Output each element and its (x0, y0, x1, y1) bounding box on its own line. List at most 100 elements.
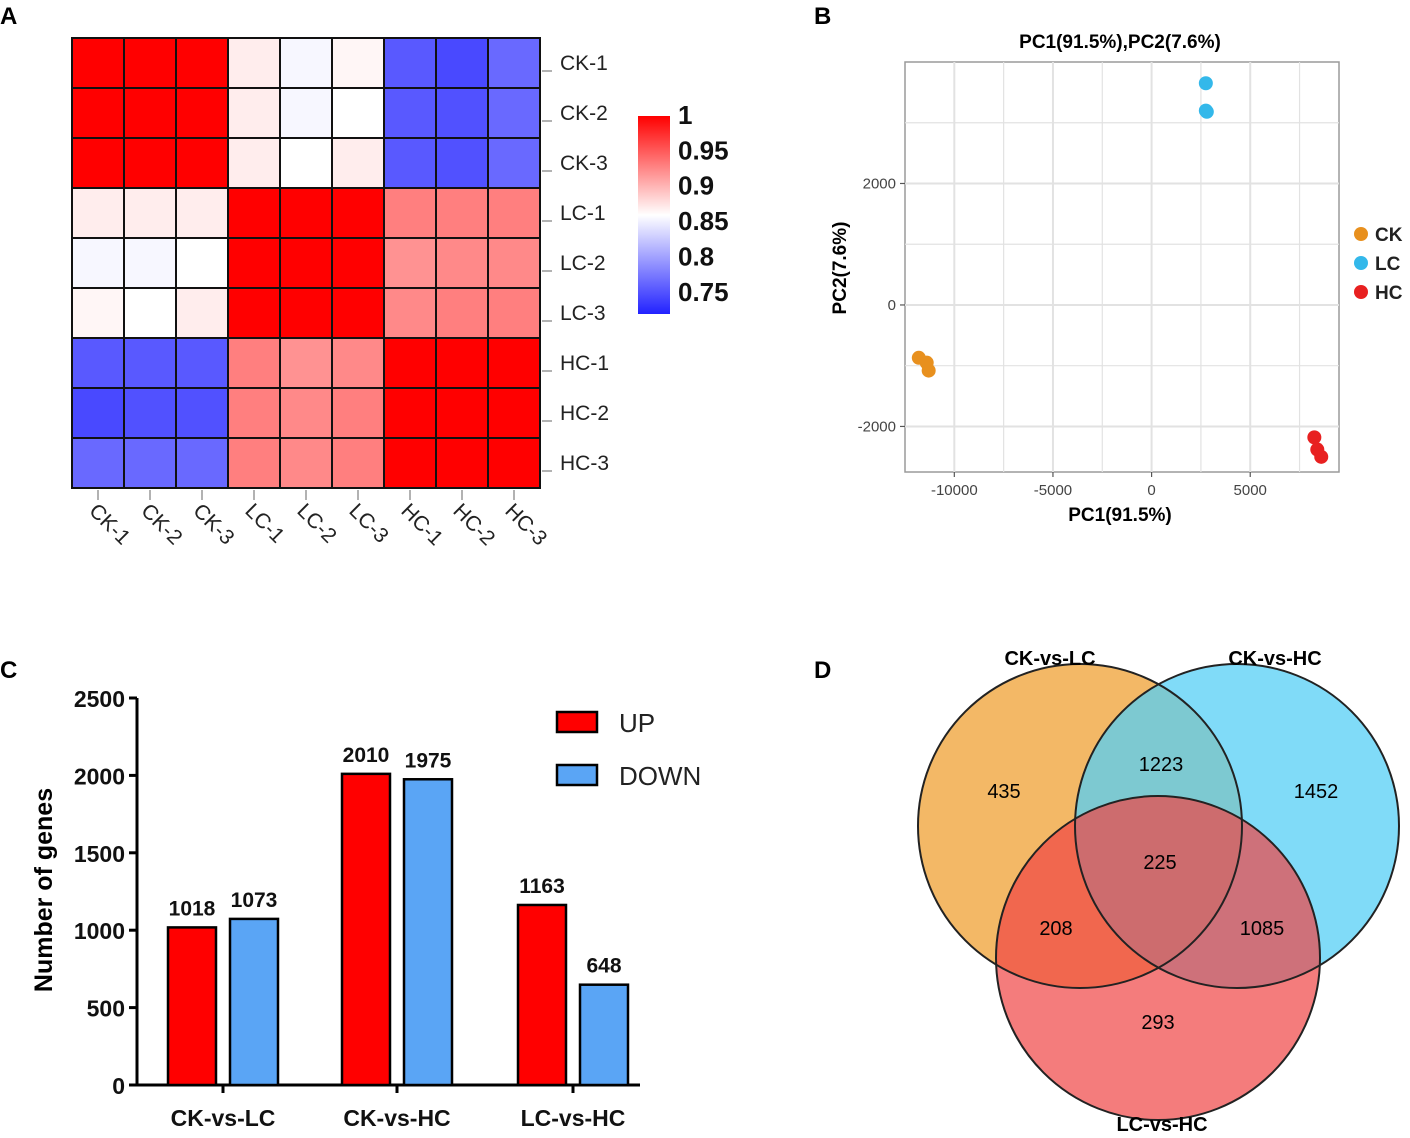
heatmap-cell (71, 87, 125, 139)
pca-point-ck (921, 363, 936, 378)
heatmap-row-label: HC-1 (560, 352, 609, 375)
heatmap-cell (331, 137, 385, 189)
venn-region-ck-lc-and-lc-hc: 208 (1039, 918, 1072, 940)
heatmap-col-label: HC-1 (396, 499, 447, 550)
colorbar-tick-label: 0.95 (678, 135, 729, 165)
heatmap-cell (227, 237, 281, 289)
bar-category-label: CK-vs-LC (171, 1105, 276, 1131)
heatmap-col-label: HC-2 (448, 499, 499, 550)
venn-diagram: CK-vs-LC CK-vs-HC LC-vs-HC 435 1452 293 … (917, 648, 1400, 1136)
pca-scatter-plot: PC1(91.5%),PC2(7.6%) -10000 -5000 0 5000 -20… (830, 32, 1403, 526)
pca-point-hc (1314, 449, 1329, 464)
heatmap-cell (331, 437, 385, 489)
venn-region-all-three: 225 (1143, 852, 1176, 874)
bar-legend-swatch-down (555, 763, 599, 787)
heatmap-cell (123, 437, 177, 489)
bar-down (402, 778, 454, 1087)
heatmap-row-label: LC-1 (560, 202, 606, 225)
heatmap-cell (71, 337, 125, 389)
heatmap-cell (435, 137, 489, 189)
heatmap-cell (123, 287, 177, 339)
bar-y-tick-label: 0 (112, 1073, 125, 1099)
bar-y-tick-label: 1500 (74, 841, 125, 867)
heatmap-col-label: CK-2 (136, 499, 186, 549)
bar-data-label: 1975 (405, 749, 452, 772)
heatmap-row-label: LC-2 (560, 252, 606, 275)
heatmap-cell (227, 137, 281, 189)
colorbar (638, 116, 670, 314)
heatmap-cell (435, 337, 489, 389)
heatmap-cell (175, 337, 229, 389)
venn-set-label-ck-vs-hc: CK-vs-HC (1228, 648, 1321, 670)
heatmap-cell (175, 187, 229, 239)
venn-outline-ck-vs-lc (917, 663, 1243, 989)
pca-legend-marker-hc (1354, 285, 1368, 299)
bar-y-tick-label: 1000 (74, 918, 125, 944)
venn-region-ck-lc-and-ck-hc: 1223 (1139, 754, 1184, 776)
heatmap-cell (279, 87, 333, 139)
pca-point-lc (1198, 76, 1213, 91)
pca-point-lc (1199, 104, 1214, 119)
heatmap-cell (279, 37, 333, 89)
bar-y-tick-label: 2000 (74, 763, 125, 789)
heatmap-col-label: LC-1 (240, 499, 288, 547)
pca-x-tick-label: 0 (1147, 482, 1155, 499)
venn-outline-lc-vs-hc (995, 795, 1321, 1121)
heatmap-cell (487, 337, 541, 389)
colorbar-tick-label: 0.8 (678, 241, 714, 271)
heatmap-cell (331, 37, 385, 89)
heatmap-cell (175, 37, 229, 89)
heatmap-cell (331, 287, 385, 339)
bar-up (340, 772, 392, 1087)
heatmap-col-label: CK-1 (84, 499, 134, 549)
venn-set-label-ck-vs-lc: CK-vs-LC (1004, 648, 1095, 670)
panel-letter-b: B (814, 3, 831, 30)
heatmap-cell (487, 287, 541, 339)
heatmap-cell (175, 87, 229, 139)
heatmap-cell (175, 137, 229, 189)
heatmap-cell (175, 437, 229, 489)
heatmap-cell (279, 237, 333, 289)
bar-y-label: Number of genes (30, 788, 58, 992)
venn-outline-ck-vs-hc (1074, 663, 1400, 989)
heatmap-cell (487, 137, 541, 189)
heatmap-cell (227, 387, 281, 439)
pca-y-label: PC2(7.6%) (830, 222, 851, 315)
heatmap-cell (227, 437, 281, 489)
pca-y-tick-label: -2000 (858, 418, 896, 435)
heatmap-cell (435, 187, 489, 239)
heatmap-cell (71, 287, 125, 339)
venn-region-ck-hc-and-lc-hc: 1085 (1240, 918, 1285, 940)
pca-x-tick-label: 5000 (1234, 482, 1267, 499)
colorbar-tick-label: 0.75 (678, 277, 729, 307)
heatmap-col-label: HC-3 (500, 499, 551, 550)
heatmap-cell (227, 37, 281, 89)
heatmap-cell (487, 387, 541, 439)
colorbar-tick-label: 0.9 (678, 171, 714, 201)
heatmap-cell (279, 287, 333, 339)
heatmap-cell (383, 37, 437, 89)
heatmap-cell (279, 187, 333, 239)
pca-title: PC1(91.5%),PC2(7.6%) (1019, 32, 1221, 53)
heatmap-cell (331, 337, 385, 389)
pca-y-tick-label: 0 (888, 297, 896, 314)
pca-x-tick-label: -10000 (931, 482, 978, 499)
bar-data-label: 1018 (169, 897, 216, 920)
bar-category-label: CK-vs-HC (343, 1105, 450, 1131)
heatmap-cell (279, 387, 333, 439)
pca-point-hc (1307, 430, 1322, 445)
heatmap-cell (383, 237, 437, 289)
heatmap-cell (383, 87, 437, 139)
heatmap-cell (227, 287, 281, 339)
panel-letter-c: C (0, 657, 17, 684)
venn-circle-lc-vs-hc (996, 796, 1320, 1120)
heatmap-cell (435, 87, 489, 139)
heatmap-row-label: HC-3 (560, 452, 609, 475)
heatmap-cell (383, 437, 437, 489)
colorbar-tick-label: 0.85 (678, 206, 729, 236)
heatmap-cell (487, 187, 541, 239)
bar-up (166, 926, 218, 1087)
bar-legend-label: DOWN (619, 761, 701, 791)
heatmap-cell (123, 87, 177, 139)
colorbar-tick-label: 1 (678, 100, 692, 130)
